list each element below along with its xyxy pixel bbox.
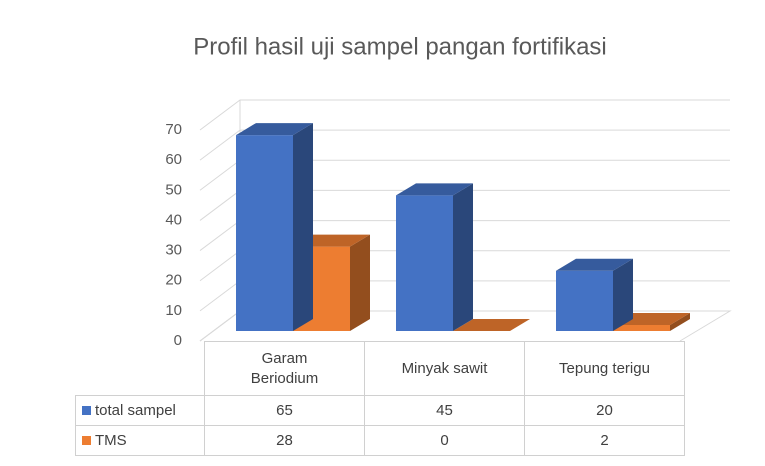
bar [453, 319, 530, 331]
table-row: total sampel 65 45 20 [75, 395, 685, 426]
table-header-row: Garam Beriodium Minyak sawit Tepung terigu [76, 341, 685, 396]
bar-side [670, 312, 690, 331]
legend-cell: TMS [75, 425, 205, 456]
bar-top [453, 319, 530, 331]
category-cell: Tepung terigu [524, 341, 685, 396]
data-table: Garam Beriodium Minyak sawit Tepung terigu… [75, 341, 685, 456]
category-cell: Garam Beriodium [204, 341, 365, 396]
y-tick-label: 70 [165, 121, 182, 138]
legend-cell: total sampel [75, 395, 205, 426]
bar-top [236, 123, 313, 136]
bar-top [396, 183, 473, 196]
y-tick-label: 30 [165, 242, 182, 259]
y-tick-label: 0 [174, 332, 182, 349]
bar-top [556, 258, 633, 271]
value-cell: 0 [364, 425, 525, 456]
y-tick-label: 20 [165, 272, 182, 289]
bar [556, 258, 633, 331]
y-tick-label: 50 [165, 181, 182, 198]
y-tick-label: 10 [165, 302, 182, 319]
blank-cell [76, 342, 205, 396]
bar-front [556, 270, 613, 331]
value-cell: 45 [364, 395, 525, 426]
legend-label: TMS [95, 432, 127, 449]
x-tick-label: Garam Beriodium [250, 349, 319, 387]
wall-edge [199, 100, 241, 342]
bar-front [396, 195, 453, 331]
category-cell: Minyak sawit [364, 341, 525, 396]
bar [236, 123, 313, 331]
legend-key [82, 436, 91, 445]
table-row: TMS 28 0 2 [75, 425, 685, 456]
bar [396, 183, 473, 331]
legend-label: total sampel [95, 402, 176, 419]
grid-line [199, 129, 730, 161]
bar-side [350, 234, 370, 331]
value-cell: 20 [524, 395, 685, 426]
bar-side [293, 123, 313, 331]
grid-line [199, 99, 730, 131]
value-cell: 65 [204, 395, 365, 426]
value-cell: 2 [524, 425, 685, 456]
value-cell: 28 [204, 425, 365, 456]
bar-side [453, 183, 473, 331]
y-tick-label: 40 [165, 211, 182, 228]
chart-title: Profil hasil uji sampel pangan fortifika… [193, 33, 607, 60]
bar-front [613, 324, 670, 331]
x-tick-label: Tepung terigu [559, 359, 650, 377]
legend-key [82, 406, 91, 415]
bar-side [613, 258, 633, 331]
bar-front [236, 135, 293, 331]
x-tick-label: Minyak sawit [401, 359, 488, 377]
y-tick-label: 60 [165, 151, 182, 168]
